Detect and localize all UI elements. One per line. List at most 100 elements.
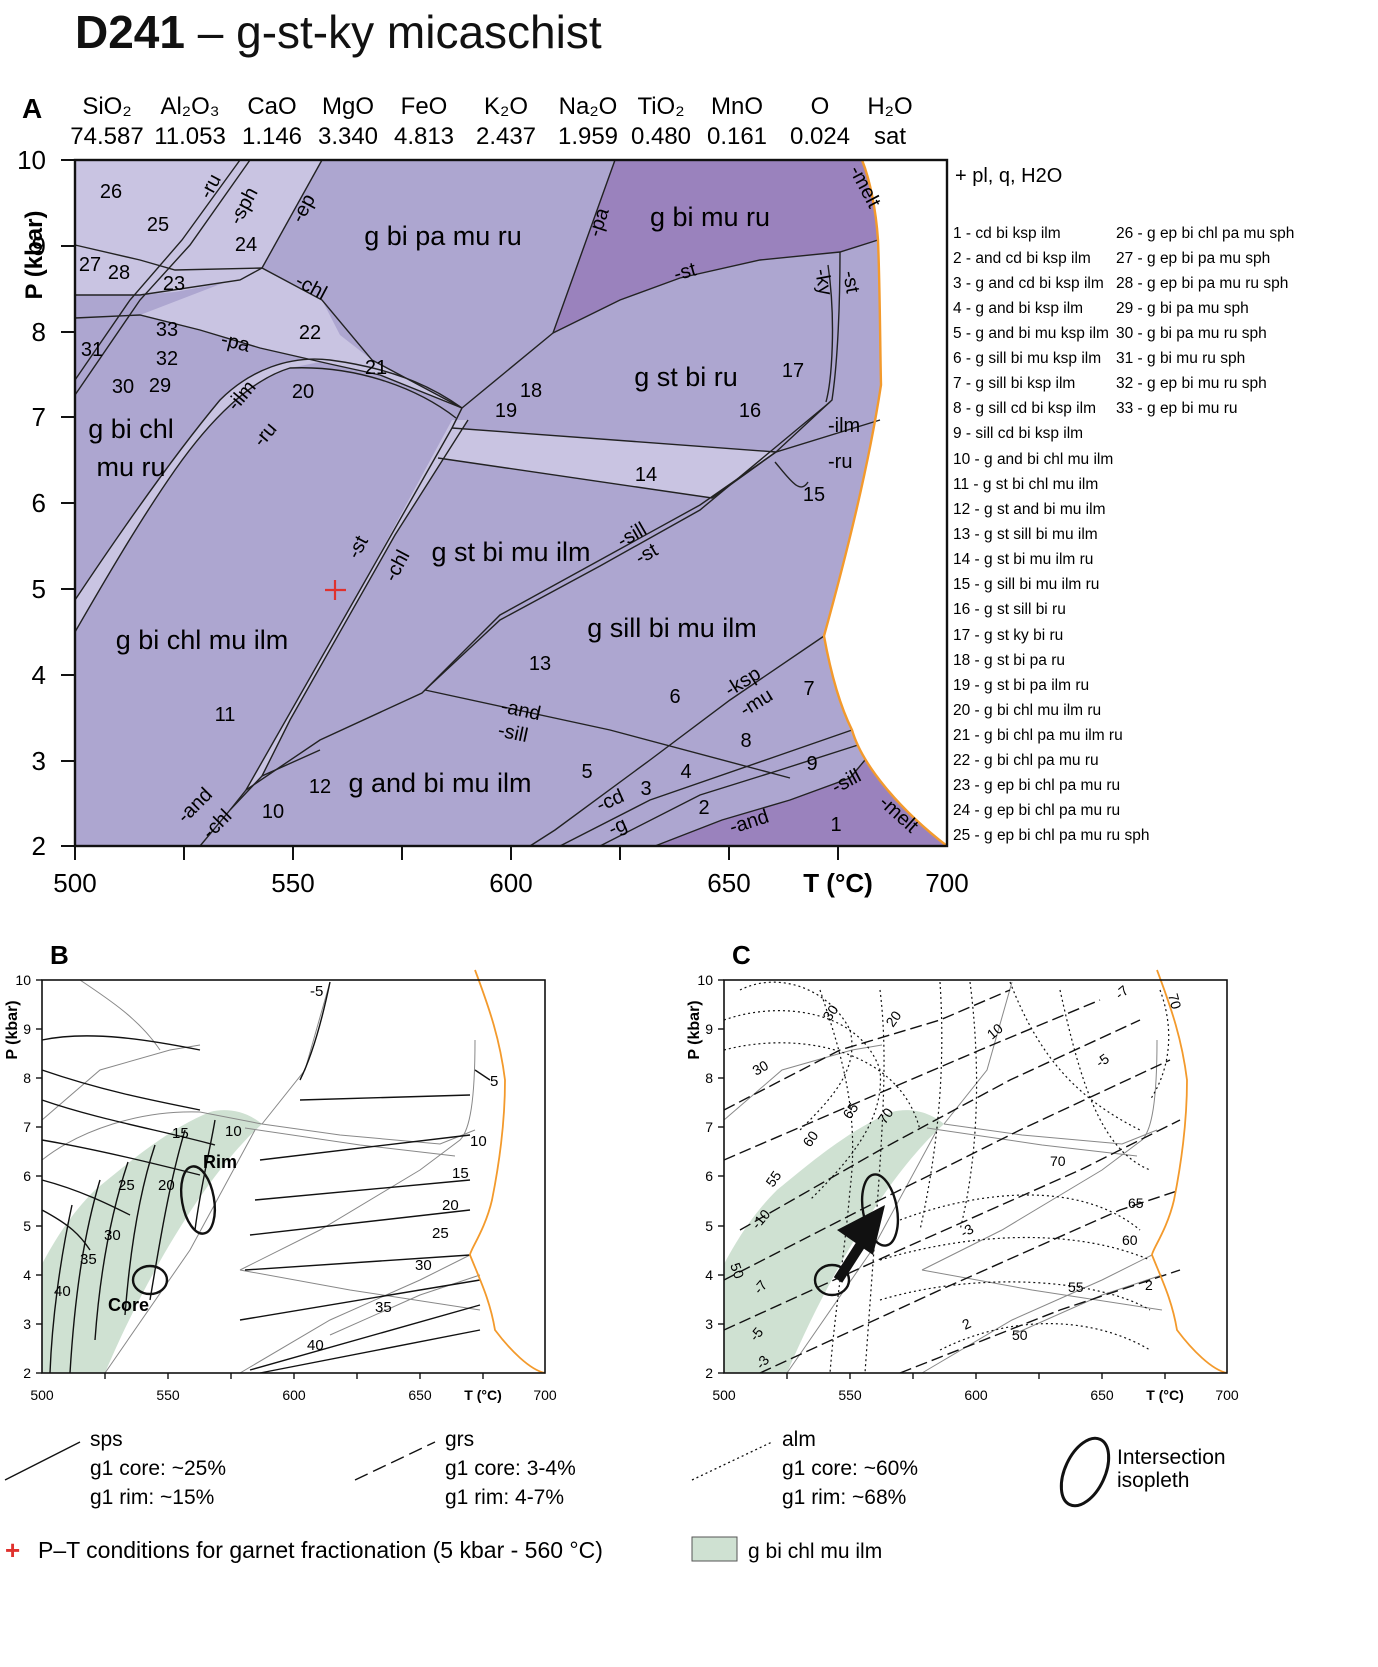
isopleth-label: 55 [1068, 1279, 1084, 1295]
isopleth-label: 30 [819, 1002, 841, 1024]
legend-entry: 26 - g ep bi chl pa mu sph [1116, 225, 1294, 242]
figure-title: D241 – g-st-ky micaschist [75, 4, 602, 60]
legend-entry: 9 - sill cd bi ksp ilm [953, 425, 1083, 442]
reaction-line [261, 419, 469, 777]
y-tick: 4 [23, 1267, 31, 1283]
green-field-label: g bi chl mu ilm [748, 1540, 882, 1563]
isopleth-label: 30 [750, 1057, 772, 1079]
x-tick: 700 [1215, 1387, 1239, 1403]
y-tick: 10 [17, 145, 46, 175]
field-label: g st bi mu ilm [431, 537, 590, 567]
isopleth-label: 10 [470, 1133, 487, 1150]
field-number: 17 [782, 360, 804, 382]
oxide-name: K₂O [484, 93, 528, 120]
x-axis-label-b: T (°C) [464, 1387, 501, 1403]
green-field-c [724, 1110, 944, 1373]
legend-entry: 32 - g ep bi mu ru sph [1116, 375, 1267, 392]
x-axis-label-a: T (°C) [803, 868, 873, 898]
reaction-line [424, 689, 791, 779]
field-number: 1 [830, 814, 841, 836]
reaction-line [74, 367, 457, 633]
y-tick: 9 [23, 1021, 31, 1037]
panel-a-label: A [22, 93, 42, 124]
field-number: 11 [215, 704, 236, 726]
oxide-value: sat [874, 123, 906, 150]
y-tick: 7 [23, 1119, 31, 1135]
panel-b-label: B [50, 940, 69, 970]
y-tick: 6 [705, 1168, 713, 1184]
reaction-line [229, 749, 321, 811]
x-tick-labels-c: 500 550 600 650 700 [712, 1387, 1239, 1403]
x-tick: 650 [408, 1387, 432, 1403]
legend-entry: 1 - cd bi ksp ilm [953, 225, 1061, 242]
field-label: g st bi ru [634, 362, 738, 392]
field-number: 14 [635, 464, 657, 486]
x-tick: 650 [707, 868, 750, 898]
reaction-line [599, 744, 859, 847]
x-tick: 550 [156, 1387, 180, 1403]
grs-name: grs [445, 1428, 474, 1451]
x-tick: 700 [533, 1387, 557, 1403]
rim-ellipse [179, 1165, 217, 1235]
y-tick-labels-c: 2 3 4 5 6 7 8 9 10 [697, 972, 713, 1381]
field-lower-right-dark [655, 760, 947, 846]
x-tick: 500 [53, 868, 96, 898]
oxide-value: 3.340 [318, 123, 378, 150]
legend-entry: 30 - g bi pa mu ru sph [1116, 325, 1267, 342]
y-tick: 5 [23, 1218, 31, 1234]
field-number: 6 [669, 686, 680, 708]
legend-entry: 24 - g ep bi chl pa mu ru [953, 802, 1120, 819]
isopleth-label: -5 [310, 983, 323, 1000]
reaction-line [424, 401, 831, 691]
core-ellipse [131, 1264, 169, 1296]
field-number: 5 [581, 761, 592, 783]
y-tick: 2 [32, 831, 46, 861]
legend-entry: 14 - g st bi mu ilm ru [953, 551, 1093, 568]
rim-label: Rim [203, 1152, 237, 1172]
field-labels: g bi pa mu ru g bi mu ru g st bi ru g bi… [88, 202, 770, 798]
legend-entry: 25 - g ep bi chl pa mu ru sph [953, 827, 1149, 844]
reaction-line [199, 407, 463, 847]
oxide-name: FeO [401, 93, 448, 120]
field-number: 24 [235, 234, 257, 256]
x-tick: 500 [30, 1387, 54, 1403]
reaction-line [552, 239, 879, 334]
y-tick: 5 [705, 1218, 713, 1234]
y-tick: 3 [705, 1316, 713, 1332]
legend-entry: 20 - g bi chl mu ilm ru [953, 702, 1101, 719]
field-number: 25 [147, 214, 169, 236]
reaction-line [74, 314, 463, 409]
oxide-name: O [811, 93, 830, 120]
intersection-line-2: isopleth [1117, 1469, 1189, 1492]
field-upper-right-dark [553, 160, 878, 333]
legend-entry: 7 - g sill bi ksp ilm [953, 375, 1075, 392]
sample-id: D241 [75, 6, 185, 58]
x-tick-labels-a: 500 550 600 650 700 [53, 868, 968, 898]
field-number: 13 [529, 653, 551, 675]
tick-marks-a [61, 159, 839, 860]
x-tick: 550 [838, 1387, 862, 1403]
oxide-value: 11.053 [154, 123, 226, 150]
isopleth-label: -7 [1112, 982, 1132, 1002]
y-tick: 5 [32, 574, 46, 604]
oxide-name: Na₂O [559, 93, 618, 120]
legend-entry: 28 - g ep bi pa mu ru sph [1116, 275, 1288, 292]
legend-entry: 6 - g sill bi mu ksp ilm [953, 350, 1101, 367]
core-label: Core [108, 1295, 149, 1315]
y-tick: 6 [32, 488, 46, 518]
reaction-label: -ky [810, 267, 836, 297]
tick-marks-c [718, 979, 1166, 1379]
field-number: 4 [680, 761, 691, 783]
field-number: 10 [262, 801, 284, 823]
legend-entry: 5 - g and bi mu ksp ilm [953, 325, 1109, 342]
oxide-value: 1.146 [242, 123, 302, 150]
field-upper-left-light [75, 160, 322, 295]
legend-entry: 10 - g and bi chl mu ilm [953, 451, 1113, 468]
isopleth-label: 50 [1012, 1327, 1028, 1343]
isopleth-label: 60 [1122, 1232, 1138, 1248]
oxide-value: 1.959 [558, 123, 618, 150]
isopleth-label: 40 [307, 1337, 324, 1354]
legend-entry: 21 - g bi chl pa mu ilm ru [953, 727, 1123, 744]
x-tick: 600 [964, 1387, 988, 1403]
y-tick: 9 [32, 231, 46, 261]
